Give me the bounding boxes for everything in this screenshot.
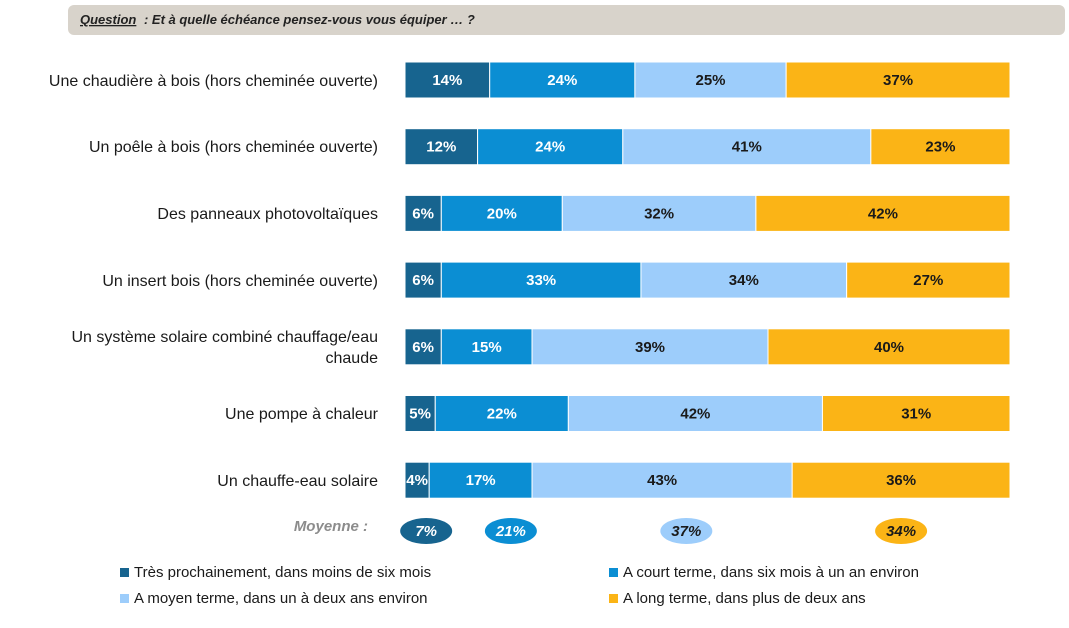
- bar-segment: [870, 128, 1011, 166]
- legend-swatch: [120, 594, 129, 603]
- mean-badge: [400, 518, 453, 544]
- value-label: 6%: [412, 339, 434, 356]
- question-banner: [68, 5, 1065, 35]
- bar-segment: [440, 194, 563, 232]
- value-label: 36%: [886, 472, 916, 489]
- category-label: Un système solaire combiné chauffage/eau…: [71, 328, 378, 367]
- question: Question : Et à quelle échéance pensez-v…: [80, 12, 475, 27]
- value-label: 20%: [487, 205, 517, 222]
- legend-label: Très prochainement, dans moins de six mo…: [134, 564, 431, 581]
- value-label: 25%: [696, 72, 726, 89]
- bar-segment: [767, 328, 1011, 366]
- value-label: 42%: [868, 205, 898, 222]
- bar-segment: [489, 61, 636, 99]
- value-label: 12%: [426, 139, 456, 156]
- legend-label: A moyen terme, dans un à deux ans enviro…: [134, 590, 428, 607]
- bar-segment: [785, 61, 1011, 99]
- question-text: : Et à quelle échéance pensez-vous vous …: [144, 12, 475, 27]
- category-label: Un insert bois (hors cheminée ouverte): [102, 272, 378, 290]
- category-label: Une chaudière à bois (hors cheminée ouve…: [48, 72, 378, 90]
- bar-segment: [640, 261, 848, 299]
- value-label: 14%: [432, 72, 462, 89]
- legend-label: A court terme, dans six mois à un an env…: [623, 564, 919, 581]
- bar-segment: [622, 128, 872, 166]
- value-label: 34%: [729, 272, 759, 289]
- legend-label: A long terme, dans plus de deux ans: [623, 590, 866, 607]
- value-label: 42%: [680, 405, 710, 422]
- bar-segment: [791, 461, 1011, 499]
- bar-segment: [404, 261, 442, 299]
- bar-segment: [440, 328, 533, 366]
- value-label: 6%: [412, 205, 434, 222]
- value-label: 43%: [647, 472, 677, 489]
- mean-label: 34%: [886, 523, 916, 540]
- value-label: 17%: [466, 472, 496, 489]
- mean-badge: [875, 518, 928, 544]
- value-label: 41%: [732, 139, 762, 156]
- bar-segment: [821, 395, 1011, 432]
- value-label: 39%: [635, 339, 665, 356]
- category-label: Une pompe à chaleur: [225, 406, 378, 423]
- value-label: 5%: [409, 405, 431, 422]
- mean-badge: [484, 518, 537, 544]
- value-label: 24%: [535, 139, 565, 156]
- mean-label: 21%: [495, 523, 526, 540]
- bar-segment: [440, 261, 642, 299]
- bar-segment: [755, 194, 1011, 232]
- legend-swatch: [609, 594, 618, 603]
- value-label: 23%: [925, 139, 955, 156]
- value-label: 4%: [406, 472, 428, 489]
- value-label: 37%: [883, 72, 913, 89]
- bar-segment: [434, 395, 569, 432]
- value-label: 40%: [874, 339, 904, 356]
- category-label: Un chauffe-eau solaire: [217, 472, 378, 490]
- bar-segment: [846, 261, 1011, 299]
- value-label: 27%: [913, 272, 943, 289]
- value-label: 32%: [644, 205, 674, 222]
- legend-swatch: [120, 568, 129, 577]
- mean-title: Moyenne :: [294, 518, 368, 535]
- bar-segment: [531, 461, 793, 499]
- value-label: 24%: [547, 72, 577, 89]
- value-label: 22%: [487, 405, 517, 422]
- question-label: Question: [80, 12, 136, 27]
- value-label: 15%: [472, 339, 502, 356]
- category-label: Des panneaux photovoltaïques: [157, 205, 378, 223]
- bar-segment: [477, 128, 624, 166]
- bar-segment: [404, 128, 479, 166]
- legend-swatch: [609, 568, 618, 577]
- mean-label: 37%: [671, 523, 701, 540]
- mean-badge: [660, 518, 713, 544]
- mean-label: 7%: [415, 523, 437, 540]
- category-label: Un poêle à bois (hors cheminée ouverte): [88, 139, 378, 157]
- value-label: 6%: [412, 272, 434, 289]
- bar-segment: [404, 461, 430, 499]
- bar-segment: [561, 194, 757, 232]
- bar-segment: [404, 194, 442, 232]
- value-label: 31%: [901, 405, 931, 422]
- value-label: 33%: [526, 272, 556, 289]
- bar-segment: [531, 328, 769, 366]
